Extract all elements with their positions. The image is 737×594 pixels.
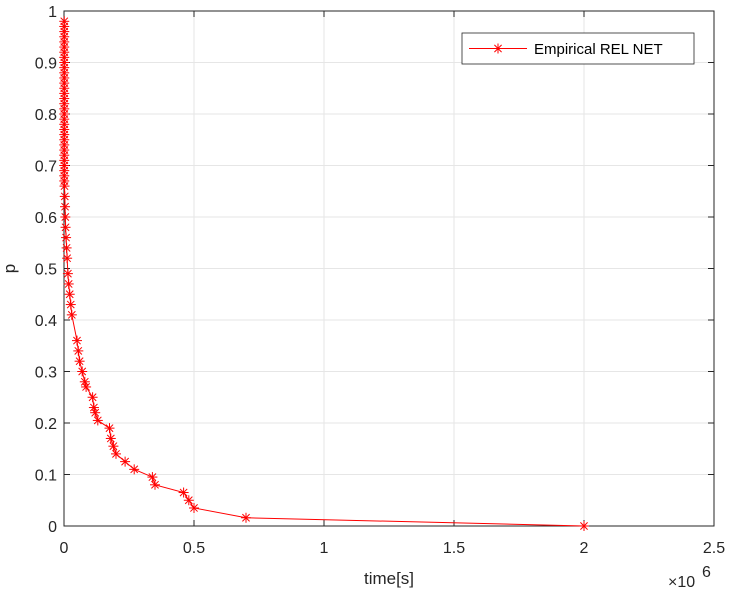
data-point [241, 512, 251, 523]
legend-label: Empirical REL NET [534, 41, 663, 58]
y-tick-label: 1 [48, 4, 57, 21]
data-point [61, 232, 72, 243]
data-point [74, 356, 85, 367]
y-axis: 0 0.1 0.2 0.3 0.4 0.5 0.6 0.7 0.8 0.9 1 [35, 4, 714, 536]
data-point [59, 191, 70, 202]
data-point [90, 407, 101, 418]
data-point [105, 433, 116, 444]
data-point [62, 253, 73, 264]
y-tick-label: 0.6 [35, 210, 57, 227]
legend: Empirical REL NET [461, 32, 695, 65]
x-tick-label: 0 [60, 540, 69, 557]
legend-marker-star [493, 43, 503, 54]
data-point [65, 299, 76, 310]
data-point [60, 201, 71, 212]
x-axis-label: time[s] [364, 569, 414, 588]
data-point [64, 289, 75, 300]
data-point [60, 212, 71, 222]
x-tick-label: 2.5 [703, 540, 725, 557]
data-point [147, 472, 158, 483]
x-exponent-base: ×10 [668, 574, 695, 591]
series-layer [59, 16, 589, 531]
x-tick-label: 2 [580, 540, 589, 557]
data-point [108, 441, 119, 452]
data-point [129, 464, 140, 475]
y-tick-label: 0.9 [35, 56, 57, 73]
y-tick-label: 0.2 [35, 416, 57, 433]
data-point [189, 502, 199, 513]
data-point [61, 242, 72, 253]
y-tick-label: 0.1 [35, 468, 57, 485]
data-point [92, 415, 103, 426]
data-point [87, 392, 98, 403]
y-tick-label: 0.3 [35, 365, 57, 382]
y-tick-label: 0 [48, 519, 57, 536]
x-exponent-label: ×10 6 [668, 564, 711, 591]
y-tick-label: 0.4 [35, 313, 57, 330]
data-point [66, 309, 77, 320]
data-point [60, 222, 71, 233]
x-tick-label: 1 [320, 540, 329, 557]
y-tick-label: 0.8 [35, 107, 57, 124]
data-point [72, 335, 82, 346]
data-point [81, 381, 92, 392]
data-point [183, 495, 194, 506]
data-point [104, 423, 115, 434]
y-tick-label: 0.5 [35, 262, 57, 279]
x-axis: 0 0.5 1 1.5 2 2.5 [60, 11, 725, 557]
legend-marker [493, 43, 503, 54]
data-point [178, 487, 189, 498]
data-point [150, 479, 160, 490]
data-point [111, 448, 121, 459]
x-tick-label: 1.5 [443, 540, 465, 557]
x-exponent-power: 6 [702, 564, 711, 581]
data-point [73, 345, 84, 356]
data-point [62, 268, 73, 279]
grid-lines [63, 10, 715, 527]
data-point [120, 456, 131, 467]
y-axis-label: p [0, 264, 19, 273]
data-point [63, 278, 74, 289]
data-point [579, 521, 589, 531]
data-point [59, 181, 70, 192]
data-point [77, 366, 88, 377]
y-tick-label: 0.7 [35, 159, 57, 176]
x-tick-label: 0.5 [183, 540, 205, 557]
